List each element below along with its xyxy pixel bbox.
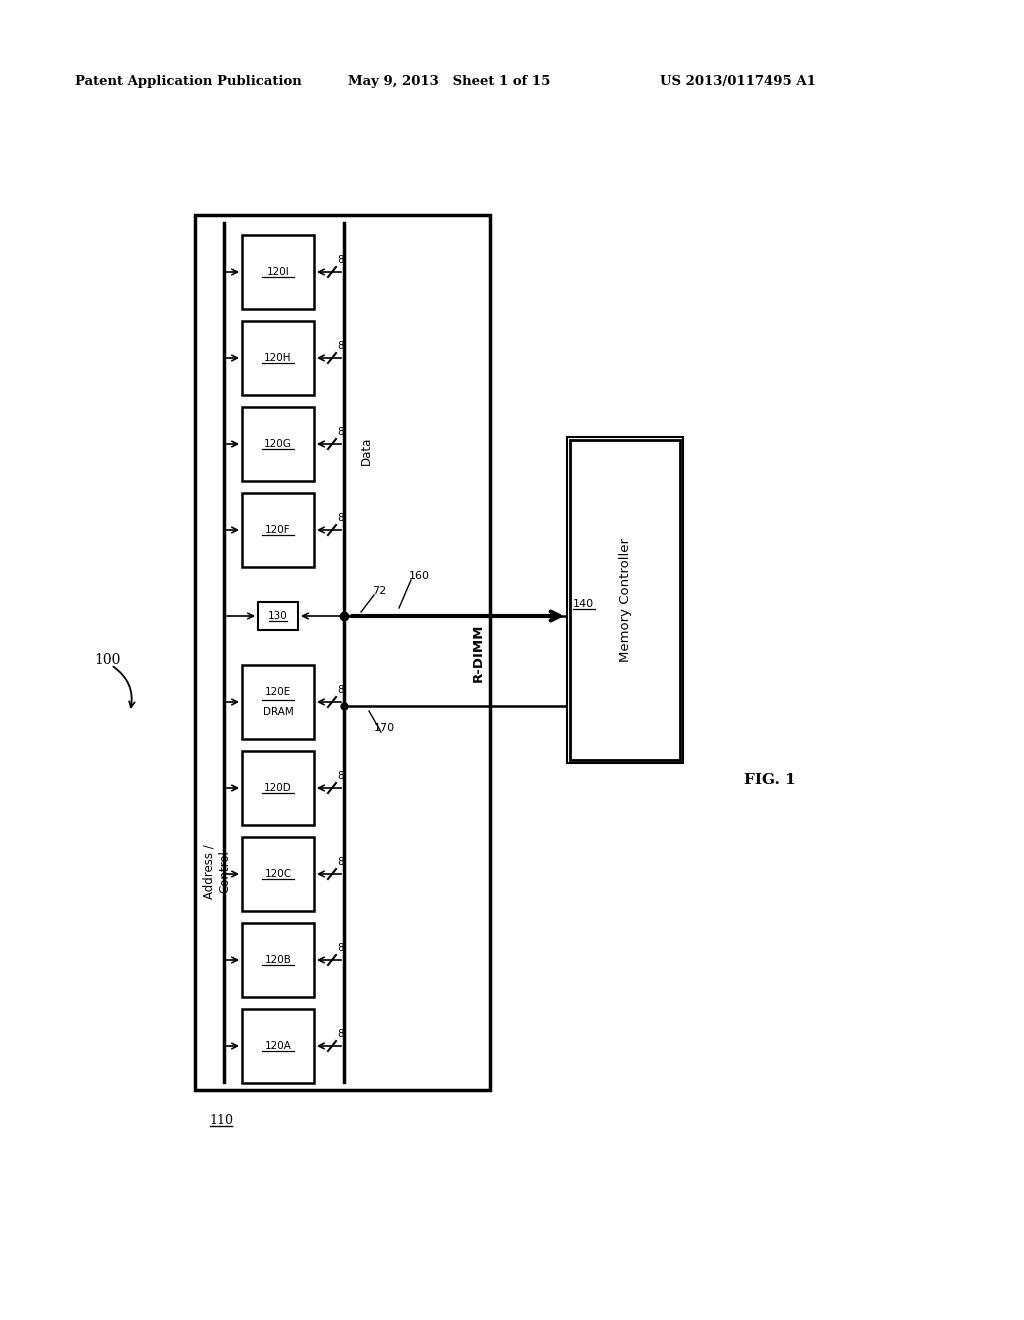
- Text: 8: 8: [337, 857, 344, 867]
- Bar: [242, 751, 314, 825]
- Bar: [258, 602, 298, 630]
- Text: FIG. 1: FIG. 1: [744, 774, 796, 787]
- Text: 160: 160: [409, 572, 429, 581]
- Bar: [567, 437, 683, 763]
- Text: 170: 170: [374, 723, 394, 733]
- Text: 100: 100: [95, 653, 121, 667]
- Text: Patent Application Publication: Patent Application Publication: [75, 75, 302, 88]
- Text: Data: Data: [359, 437, 373, 466]
- Text: 120A: 120A: [264, 1041, 292, 1051]
- Text: 120F: 120F: [265, 525, 291, 535]
- Bar: [195, 215, 490, 1090]
- Text: 110: 110: [209, 1114, 233, 1126]
- Text: 8: 8: [337, 341, 344, 351]
- Text: 120H: 120H: [264, 352, 292, 363]
- Bar: [242, 1008, 314, 1082]
- Text: 8: 8: [337, 255, 344, 265]
- Text: 120B: 120B: [264, 954, 292, 965]
- Text: 120E: 120E: [265, 686, 291, 697]
- Bar: [570, 440, 680, 760]
- Text: 8: 8: [337, 685, 344, 696]
- Text: 120G: 120G: [264, 440, 292, 449]
- Bar: [242, 321, 314, 395]
- Text: 72: 72: [372, 586, 386, 597]
- Bar: [242, 923, 314, 997]
- Bar: [242, 492, 314, 568]
- Bar: [242, 837, 314, 911]
- Text: 120I: 120I: [266, 267, 290, 277]
- Text: 8: 8: [337, 1030, 344, 1039]
- Text: Address /
Control: Address / Control: [203, 843, 231, 899]
- Bar: [242, 407, 314, 480]
- Text: 130: 130: [268, 611, 288, 620]
- Text: 8: 8: [337, 513, 344, 523]
- Text: 120D: 120D: [264, 783, 292, 793]
- Text: 120C: 120C: [264, 869, 292, 879]
- Text: R-DIMM: R-DIMM: [471, 623, 484, 681]
- Bar: [242, 235, 314, 309]
- Text: May 9, 2013   Sheet 1 of 15: May 9, 2013 Sheet 1 of 15: [348, 75, 550, 88]
- Text: 8: 8: [337, 426, 344, 437]
- Text: 140: 140: [573, 599, 594, 609]
- Text: DRAM: DRAM: [262, 708, 293, 717]
- Text: Memory Controller: Memory Controller: [618, 539, 632, 663]
- Text: US 2013/0117495 A1: US 2013/0117495 A1: [660, 75, 816, 88]
- Text: 8: 8: [337, 771, 344, 781]
- Bar: [242, 665, 314, 739]
- Text: 8: 8: [337, 942, 344, 953]
